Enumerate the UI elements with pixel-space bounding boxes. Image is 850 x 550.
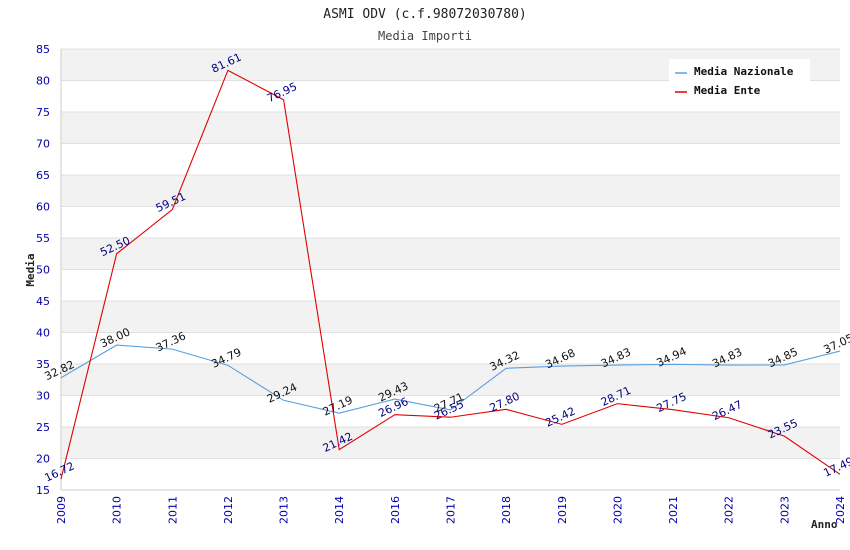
grid-band [61,395,840,427]
series-lines [60,69,841,480]
y-axis-title: Media [24,253,37,286]
x-tick-label: 2018 [500,496,513,524]
y-tick-labels: 15 20 25 30 35 40 45 50 55 60 65 70 75 80 85 [36,43,50,497]
y-tick-label: 45 [36,295,50,308]
x-tick-label: 2009 [55,496,68,524]
x-tick-label: 2013 [278,496,291,524]
y-tick-label: 20 [36,453,50,466]
x-tick-label: 2023 [778,496,791,524]
y-tick-label: 30 [36,390,50,403]
x-tick-label: 2021 [667,496,680,524]
grid-band [61,364,840,396]
grid-band [61,143,840,175]
x-tick-label: 2022 [723,496,736,524]
grid-band [61,458,840,490]
y-tick-label: 15 [36,484,50,497]
x-tick-labels: 2009 2010 2011 2012 2013 2014 2016 2017 2018 2019… [55,496,847,524]
chart-subtitle: Media Importi [378,29,472,43]
grid-band [61,269,840,301]
series-line-media-nazionale [60,344,841,414]
y-tick-label: 25 [36,421,50,434]
chart-title: ASMI ODV (c.f.98072030780) [323,7,527,22]
x-axis-title: Anno [811,518,838,531]
y-tick-label: 55 [36,232,50,245]
y-tick-label: 65 [36,169,50,182]
y-tick-label: 70 [36,138,50,151]
y-tick-label: 80 [36,75,50,88]
y-tick-label: 85 [36,43,50,56]
y-tick-label: 50 [36,264,50,277]
grid-band [61,238,840,270]
grid-band [61,175,840,207]
y-tick-label: 35 [36,358,50,371]
legend-label-media-ente: Media Ente [694,84,761,97]
y-tick-label: 75 [36,106,50,119]
x-tick-label: 2019 [556,496,569,524]
grid-band [61,427,840,459]
x-tick-label: 2014 [333,496,346,524]
legend-box [669,59,810,101]
x-tick-label: 2012 [222,496,235,524]
x-tick-label: 2024 [834,496,847,524]
x-tick-label: 2020 [611,496,624,524]
series-line-media-ente [60,69,841,480]
y-tick-label: 40 [36,327,50,340]
legend: Media Nazionale Media Ente [669,59,810,101]
x-tick-label: 2017 [445,496,458,524]
grid-band [61,206,840,238]
grid-bands [61,49,840,490]
grid-band [61,301,840,333]
x-tick-label: 2016 [389,496,402,524]
legend-label-media-nazionale: Media Nazionale [694,65,794,78]
grid-lines [61,48,840,491]
x-tick-label: 2011 [166,496,179,524]
y-tick-label: 60 [36,201,50,214]
grid-band [61,332,840,364]
grid-band [61,112,840,144]
x-tick-label: 2010 [111,496,124,524]
